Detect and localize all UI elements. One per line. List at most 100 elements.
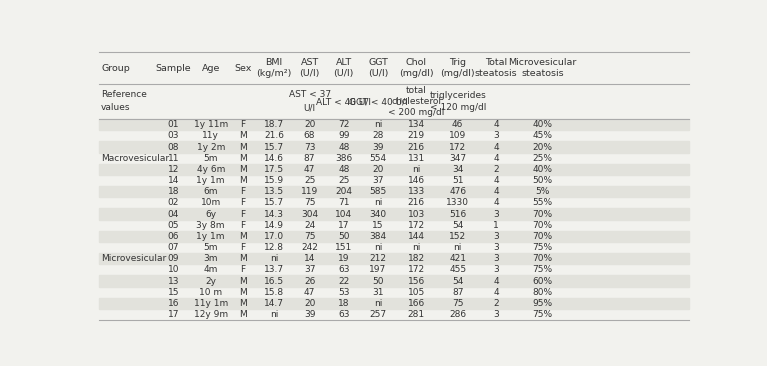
Text: 1y 11m: 1y 11m [193,120,228,129]
Text: 54: 54 [452,277,463,285]
Text: 07: 07 [167,243,179,252]
Text: F: F [240,210,245,219]
Text: 13.5: 13.5 [264,187,284,196]
Text: 3: 3 [493,210,499,219]
Text: 182: 182 [408,254,425,263]
Text: 70%: 70% [532,232,553,241]
Text: M: M [239,154,246,163]
Text: cholesterol: cholesterol [391,97,442,106]
Text: Group: Group [101,64,130,73]
Text: Age: Age [202,64,220,73]
Text: 4: 4 [493,198,499,208]
Text: M: M [239,310,246,319]
Text: 47: 47 [304,288,315,297]
Text: 172: 172 [408,221,425,230]
Text: 4: 4 [493,154,499,163]
Text: 80%: 80% [532,288,553,297]
Text: 18: 18 [167,187,179,196]
Text: 72: 72 [338,120,350,129]
Text: 39: 39 [304,310,315,319]
Text: 18.7: 18.7 [264,120,284,129]
Text: 20: 20 [372,165,384,174]
Text: 75: 75 [304,198,315,208]
Text: 2y: 2y [206,277,216,285]
Text: 10m: 10m [201,198,221,208]
Text: 14.9: 14.9 [264,221,284,230]
Text: ni: ni [412,243,420,252]
Text: 05: 05 [167,221,179,230]
Text: 172: 172 [449,143,466,152]
Text: 105: 105 [408,288,425,297]
Bar [99,276,689,287]
Text: 3m: 3m [203,254,218,263]
Text: ni: ni [374,243,382,252]
Text: ni: ni [412,165,420,174]
Text: 2: 2 [493,165,499,174]
Text: 11: 11 [167,154,179,163]
Text: F: F [240,187,245,196]
Text: 75: 75 [452,299,463,308]
Text: 14.3: 14.3 [264,210,284,219]
Text: 3: 3 [493,310,499,319]
Text: 48: 48 [338,165,350,174]
Text: 347: 347 [449,154,466,163]
Text: 55%: 55% [532,198,553,208]
Text: 554: 554 [370,154,387,163]
Text: 09: 09 [167,254,179,263]
Text: 75%: 75% [532,243,553,252]
Text: 286: 286 [449,310,466,319]
Text: 11y 1m: 11y 1m [193,299,228,308]
Text: 68: 68 [304,131,315,141]
Text: 20: 20 [304,299,315,308]
Bar [99,142,689,153]
Text: 95%: 95% [532,299,553,308]
Text: 31: 31 [372,288,384,297]
Text: 17: 17 [338,221,350,230]
Text: 212: 212 [370,254,387,263]
Text: 4m: 4m [203,265,218,274]
Text: Reference: Reference [101,90,147,99]
Text: Macrovesicular: Macrovesicular [101,154,170,163]
Text: 75%: 75% [532,265,553,274]
Bar [99,209,689,220]
Text: 24: 24 [304,221,315,230]
Bar [99,186,689,197]
Text: 109: 109 [449,131,466,141]
Text: ni: ni [374,120,382,129]
Text: F: F [240,221,245,230]
Text: 25: 25 [338,176,350,185]
Text: 18: 18 [338,299,350,308]
Text: 20: 20 [304,120,315,129]
Text: 131: 131 [408,154,425,163]
Text: 01: 01 [167,120,179,129]
Text: Total
steatosis: Total steatosis [475,58,518,78]
Text: 10: 10 [167,265,179,274]
Text: Microvesicular
steatosis: Microvesicular steatosis [509,58,577,78]
Text: 17.0: 17.0 [264,232,284,241]
Text: 3: 3 [493,232,499,241]
Text: 216: 216 [408,198,425,208]
Text: 2: 2 [493,299,499,308]
Text: M: M [239,277,246,285]
Text: 3y 8m: 3y 8m [196,221,225,230]
Text: 21.6: 21.6 [264,131,284,141]
Text: 34: 34 [452,165,463,174]
Text: 4: 4 [493,120,499,129]
Bar [99,119,689,130]
Text: 3: 3 [493,254,499,263]
Text: Chol
(mg/dl): Chol (mg/dl) [399,58,433,78]
Text: Sex: Sex [234,64,252,73]
Text: 476: 476 [449,187,466,196]
Text: 152: 152 [449,232,466,241]
Text: ALT
(U/l): ALT (U/l) [334,58,354,78]
Text: 15.7: 15.7 [264,198,284,208]
Text: M: M [239,254,246,263]
Text: 02: 02 [167,198,179,208]
Text: 11y: 11y [202,131,219,141]
Text: AST
(U/l): AST (U/l) [299,58,320,78]
Text: 103: 103 [408,210,425,219]
Text: 104: 104 [335,210,352,219]
Text: 144: 144 [408,232,425,241]
Text: 15.8: 15.8 [264,288,284,297]
Text: Sample: Sample [156,64,191,73]
